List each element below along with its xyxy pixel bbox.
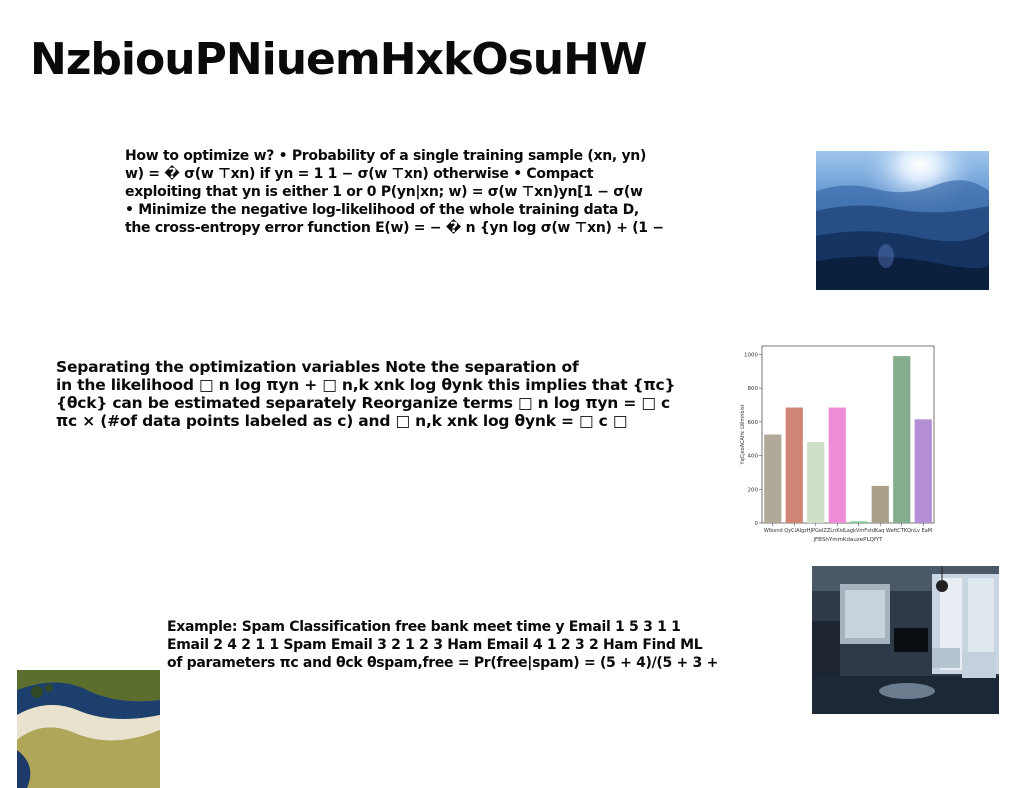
text-line: w) = � σ(w ⊤xn) if yn = 1 1 − σ(w ⊤xn) o… <box>125 166 594 182</box>
bar-chart-svg: 0 200 400 600 800 1000 Wlbxnd QyCiAIgzHJPGeIZZ… <box>740 345 935 543</box>
text-line: Example: Spam Classification free bank m… <box>167 619 681 635</box>
forest-photo-graphic <box>816 151 989 290</box>
text-line: in the likelihood □ n log πyn + □ n,k xn… <box>56 376 676 394</box>
slide-title: NzbiouPNiuemHxkOsuHW <box>30 34 647 85</box>
y-tick-label: 600 <box>748 420 759 426</box>
bar-WeftCTK <box>893 356 911 523</box>
text-block-optimization-variables: Separating the optimization variables No… <box>56 358 716 430</box>
text-line: {θck} can be estimated separately Reorga… <box>56 394 670 412</box>
y-tick-label: 800 <box>748 386 759 392</box>
living-room-graphic <box>812 566 999 714</box>
text-line: exploiting that yn is either 1 or 0 P(yn… <box>125 184 643 200</box>
text-line: the cross-entropy error function E(w) = … <box>125 220 664 236</box>
text-line: • Minimize the negative log-likelihood o… <box>125 202 639 218</box>
bar-gzHJPGe <box>807 442 825 523</box>
beach-aerial-photo <box>17 670 160 788</box>
bar-stdKaq <box>871 485 889 523</box>
text-line: Email 2 4 2 1 1 Spam Email 3 2 1 2 3 Ham… <box>167 637 703 653</box>
text-line: How to optimize w? • Probability of a si… <box>125 148 647 164</box>
beach-graphic <box>17 670 160 788</box>
bar-Wlbxnd <box>764 434 782 523</box>
bar-ZLnKid <box>828 407 846 523</box>
bar-QyCiAI <box>785 407 803 523</box>
y-tick-label: 200 <box>748 487 759 493</box>
text-line: Separating the optimization variables No… <box>56 358 579 376</box>
y-axis-label: YqCjeoACAHc LWmhbist <box>740 404 746 465</box>
text-line: of parameters πc and θck θspam,free = Pr… <box>167 655 718 671</box>
x-tick-labels: Wlbxnd QyCiAIgzHJPGeIZZLnKidLagkVmFstdKa… <box>764 528 932 534</box>
bar-LagkVmF <box>850 521 868 523</box>
text-block-logistic-regression: How to optimize w? • Probability of a si… <box>125 147 705 237</box>
y-tick-label: 1000 <box>744 352 758 358</box>
text-block-spam-example: Example: Spam Classification free bank m… <box>167 618 767 672</box>
x-axis-label: jFBShYmmKdauzePLQfYT <box>812 537 883 543</box>
forest-photo <box>816 151 989 290</box>
y-tick-label: 400 <box>748 454 759 460</box>
bar-QnLv EaM <box>914 419 932 523</box>
y-tick-label: 0 <box>755 521 759 527</box>
living-room-photo <box>812 566 999 714</box>
text-line: πc × (#of data points labeled as c) and … <box>56 412 628 430</box>
bar-chart: 0 200 400 600 800 1000 Wlbxnd QyCiAIgzHJPGeIZZ… <box>740 343 940 548</box>
